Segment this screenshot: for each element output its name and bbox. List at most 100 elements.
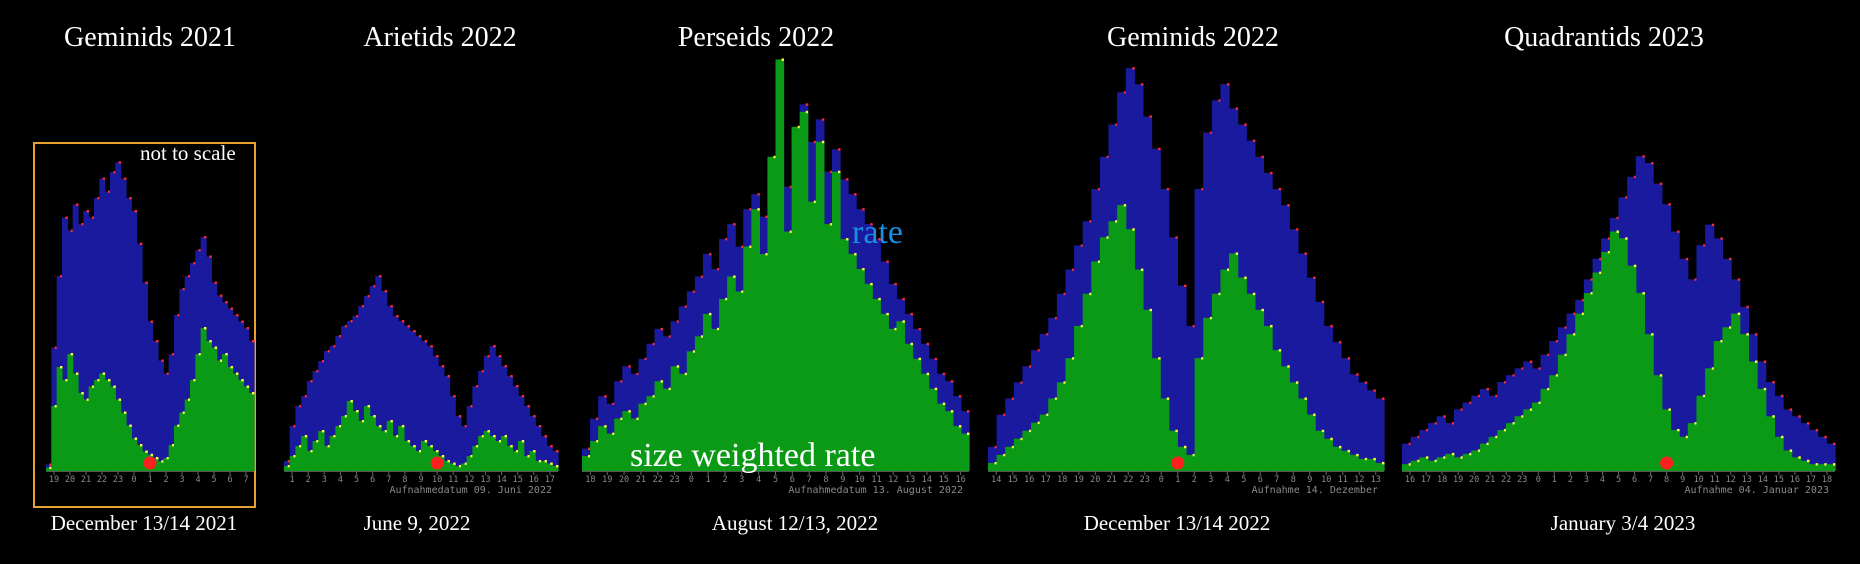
rate-point	[401, 320, 405, 323]
size-weighted-rate-bar	[540, 461, 548, 471]
rate-bar	[1462, 402, 1472, 471]
chart-title: Quadrantids 2023	[1504, 22, 1704, 53]
rate-point	[902, 297, 905, 301]
rate-point	[350, 320, 353, 323]
rate-point	[1270, 171, 1273, 175]
rate-point	[356, 315, 359, 318]
rate-bar	[432, 356, 439, 471]
rate-point	[516, 385, 519, 388]
size-weighted-rate-bar	[840, 239, 849, 471]
size-weighted-rate-bar	[646, 396, 656, 471]
rate-point	[1720, 237, 1723, 240]
size-weighted-rate-point	[805, 110, 809, 114]
size-weighted-rate-point	[1573, 333, 1576, 336]
size-weighted-rate-point	[1555, 374, 1559, 377]
rate-point	[236, 314, 239, 317]
size-weighted-rate-point	[447, 460, 450, 463]
rate-point	[1175, 236, 1178, 239]
rate-bar	[318, 361, 325, 471]
size-weighted-rate-bar	[472, 446, 479, 471]
tick-label: 21	[636, 475, 646, 485]
rate-point	[1295, 228, 1299, 231]
rate-point	[684, 305, 688, 308]
tick-label: 0	[689, 475, 694, 485]
rate-point	[333, 345, 336, 348]
size-weighted-rate-point	[1408, 463, 1412, 466]
size-weighted-rate-bar	[243, 386, 250, 471]
rate-bar	[94, 198, 100, 471]
rate-point	[1772, 381, 1775, 384]
rate-bar	[1445, 423, 1455, 471]
rate-point	[1781, 394, 1784, 398]
size-weighted-rate-bar	[791, 126, 801, 471]
size-weighted-rate-point	[958, 425, 962, 428]
rate-point	[1486, 387, 1489, 391]
tick-label: 5	[1616, 475, 1621, 485]
size-weighted-rate-point	[1046, 413, 1049, 416]
size-weighted-rate-point	[1486, 442, 1489, 446]
rate-bar	[1263, 172, 1273, 471]
rate-point	[1737, 278, 1741, 281]
tick-label: 20	[65, 475, 75, 485]
size-weighted-rate-point	[97, 379, 100, 382]
rate-point	[588, 447, 591, 450]
rate-point	[749, 208, 752, 211]
rate-bar	[1826, 443, 1836, 471]
rate-point	[379, 275, 382, 278]
size-weighted-rate-bar	[289, 456, 297, 471]
rate-point	[1338, 341, 1342, 344]
size-weighted-rate-point	[1123, 204, 1127, 207]
rate-bar	[147, 321, 154, 471]
rate-point	[1503, 381, 1507, 384]
size-weighted-rate-point	[1115, 220, 1118, 223]
rate-point	[316, 370, 319, 373]
rate-bar	[518, 396, 525, 471]
size-weighted-rate-point	[741, 290, 744, 293]
rate-bar	[115, 162, 122, 471]
rate-point	[419, 335, 422, 338]
size-weighted-rate-bar	[743, 246, 752, 471]
size-weighted-rate-bar	[1445, 453, 1455, 471]
size-weighted-rate-point	[1720, 339, 1723, 343]
size-weighted-rate-bar	[1514, 416, 1524, 471]
size-weighted-rate-bar	[598, 426, 607, 471]
rate-point	[413, 330, 416, 333]
size-weighted-rate-bar	[409, 446, 416, 471]
size-weighted-rate-bar	[614, 418, 623, 472]
rate-bar	[1315, 301, 1325, 471]
size-weighted-rate-point	[1364, 457, 1368, 461]
rate-point	[436, 355, 439, 358]
size-weighted-rate-point	[1529, 408, 1533, 411]
size-weighted-rate-point	[781, 58, 784, 61]
rate-bar	[1272, 188, 1282, 471]
size-weighted-rate-point	[1477, 449, 1481, 452]
rate-bar	[443, 376, 451, 471]
size-weighted-rate-point	[1347, 449, 1350, 453]
size-weighted-rate-point	[926, 372, 930, 376]
rate-bar	[1306, 277, 1316, 471]
plot-0: 19 20 21 22 23 0 1 2 3 4 5 6 7	[46, 161, 255, 485]
size-weighted-rate-bar	[783, 231, 793, 471]
size-weighted-rate-bar	[1505, 423, 1516, 471]
rate-point	[1824, 435, 1827, 439]
chart-date: August 12/13, 2022	[712, 511, 878, 535]
tick-label: 12	[1354, 475, 1364, 485]
rate-point	[1529, 360, 1533, 363]
size-weighted-rate-bar	[455, 466, 462, 471]
size-weighted-rate-point	[1261, 308, 1264, 312]
rate-bar	[535, 426, 542, 471]
size-weighted-rate-point	[1451, 452, 1455, 456]
rate-point	[846, 178, 849, 181]
size-weighted-rate-bar	[535, 461, 542, 471]
size-weighted-rate-bar	[1091, 261, 1101, 471]
tick-label: 10	[855, 475, 865, 485]
rate-point	[1287, 204, 1290, 207]
rate-point	[886, 260, 889, 263]
size-weighted-rate-point	[636, 417, 639, 421]
size-weighted-rate-point	[1807, 459, 1810, 463]
tick-label: 2	[722, 475, 727, 485]
rate-point	[1158, 147, 1161, 151]
size-weighted-rate-point	[1270, 324, 1273, 328]
rate-bar	[126, 198, 132, 471]
rate-point	[150, 320, 154, 323]
